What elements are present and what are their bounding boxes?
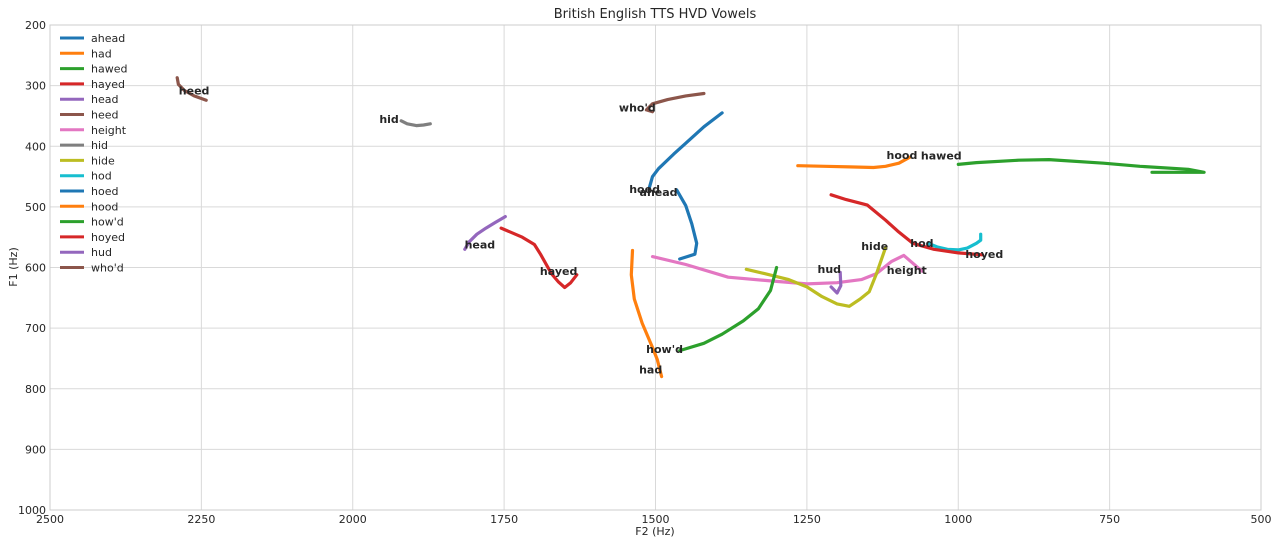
y-tick-label: 500 xyxy=(25,201,46,214)
vowel-label-head: head xyxy=(465,239,496,252)
legend-label-height: height xyxy=(91,124,127,137)
y-tick-label: 1000 xyxy=(18,504,46,517)
tick-labels: 2500 2250 2000 1750 1500 1250 1000 750 500 200 300… xyxy=(18,19,1272,526)
legend-label-heed: heed xyxy=(91,109,119,122)
vowel-label-hid: hid xyxy=(379,113,398,126)
x-tick-label: 1500 xyxy=(642,513,670,526)
y-tick-label: 800 xyxy=(25,383,46,396)
series-line-hud xyxy=(829,270,843,295)
vowel-label-heed: heed xyxy=(179,85,210,98)
y-axis-label: F1 (Hz) xyxy=(7,247,20,286)
vowel-label-hood: hood xyxy=(887,149,918,162)
legend-label-hoed: hoed xyxy=(91,185,118,198)
series-line-ahead xyxy=(675,188,699,261)
legend-label-ahead: ahead xyxy=(91,32,125,45)
legend-label-hood: hood xyxy=(91,200,118,213)
plot-frame xyxy=(49,24,1262,511)
x-tick-label: 750 xyxy=(1099,513,1120,526)
series-line-hoed xyxy=(647,111,724,190)
x-tick-label: 2000 xyxy=(339,513,367,526)
vowel-label-had: had xyxy=(639,364,662,377)
legend-label-hud: hud xyxy=(91,246,112,259)
vowel-label-hawed: hawed xyxy=(921,150,962,163)
legend-label-hid: hid xyxy=(91,139,108,152)
x-axis-label: F2 (Hz) xyxy=(635,525,674,538)
series-line-how'd xyxy=(678,265,779,353)
x-tick-label: 1250 xyxy=(793,513,821,526)
y-tick-label: 700 xyxy=(25,322,46,335)
y-tick-label: 400 xyxy=(25,140,46,153)
legend-label-how'd: how'd xyxy=(91,216,124,229)
series-line-head xyxy=(463,215,507,251)
series-line-hid xyxy=(399,119,432,128)
vowel-label-ahead: ahead xyxy=(640,186,678,199)
x-tick-label: 1000 xyxy=(944,513,972,526)
series-line-hoyed xyxy=(829,193,985,257)
series-line-hayed xyxy=(499,226,579,290)
x-tick-label: 2500 xyxy=(36,513,64,526)
series-line-height xyxy=(650,253,924,286)
series-line-heed xyxy=(175,76,208,102)
legend-label-who'd: who'd xyxy=(91,262,124,275)
vowel-label-hud: hud xyxy=(818,263,842,276)
x-tick-label: 1750 xyxy=(490,513,518,526)
vowel-label-height: height xyxy=(887,264,927,277)
chart-title: British English TTS HVD Vowels xyxy=(554,7,757,22)
vowel-label-how'd: how'd xyxy=(646,343,683,356)
y-tick-label: 600 xyxy=(25,262,46,275)
legend-label-hawed: hawed xyxy=(91,63,127,76)
series-line-had xyxy=(629,248,664,379)
vowel-label-hod: hod xyxy=(910,237,933,250)
vowel-label-who'd: who'd xyxy=(619,102,656,115)
series-lines xyxy=(175,76,1206,379)
vowel-label-hoed: hoed xyxy=(629,183,660,196)
legend: ahead had hawed hayed head heed height hid hide h… xyxy=(60,32,127,275)
legend-label-hide: hide xyxy=(91,154,115,167)
x-tick-label: 500 xyxy=(1251,513,1272,526)
legend-label-hoyed: hoyed xyxy=(91,231,125,244)
series-line-hood xyxy=(796,155,912,170)
series-line-hawed xyxy=(956,158,1206,174)
vowel-label-hayed: hayed xyxy=(540,265,577,278)
series-line-who'd xyxy=(644,91,706,114)
legend-label-head: head xyxy=(91,93,118,106)
legend-label-hayed: hayed xyxy=(91,78,125,91)
vowel-label-hoyed: hoyed xyxy=(965,248,1003,261)
legend-label-hod: hod xyxy=(91,170,112,183)
point-labels: ahead had hawed hayed head heed height hid hide h… xyxy=(179,85,1003,377)
y-tick-label: 200 xyxy=(25,19,46,32)
x-tick-label: 2250 xyxy=(187,513,215,526)
y-tick-label: 300 xyxy=(25,80,46,93)
vowel-label-hide: hide xyxy=(861,240,888,253)
legend-label-had: had xyxy=(91,47,112,60)
y-tick-label: 900 xyxy=(25,443,46,456)
series-line-hod xyxy=(926,232,983,252)
series-line-hide xyxy=(744,245,888,308)
